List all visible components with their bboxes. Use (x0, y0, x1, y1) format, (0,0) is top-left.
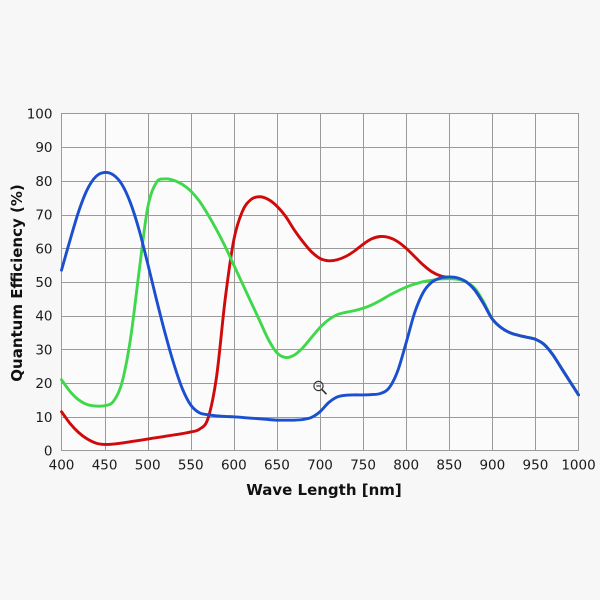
x-axis-tick-labels: 400 450 500 550 600 650 700 750 800 850 900 950 1000 (49, 458, 596, 474)
y-axis-title: Quantum Efficiency (%) (8, 184, 26, 381)
y-tick-label: 100 (27, 107, 53, 123)
y-tick-label: 40 (35, 309, 52, 325)
y-tick-label: 80 (35, 174, 52, 190)
x-tick-label: 450 (92, 458, 118, 474)
y-tick-label: 0 (44, 444, 53, 460)
x-tick-label: 600 (221, 458, 247, 474)
y-tick-label: 10 (35, 410, 52, 426)
y-tick-label: 70 (35, 208, 52, 224)
x-tick-label: 1000 (561, 458, 595, 474)
x-tick-label: 550 (178, 458, 204, 474)
x-tick-label: 950 (523, 458, 549, 474)
y-tick-label: 60 (35, 241, 52, 257)
y-axis-tick-labels: 0 10 20 30 40 50 60 70 80 90 100 (27, 107, 53, 460)
x-tick-label: 700 (307, 458, 333, 474)
x-tick-label: 850 (436, 458, 462, 474)
x-tick-label: 750 (350, 458, 376, 474)
x-axis-title: Wave Length [nm] (246, 481, 402, 499)
series-layer (60, 170, 580, 446)
y-tick-label: 30 (35, 342, 52, 358)
series-line-blue-channel (60, 170, 580, 422)
x-tick-label: 900 (479, 458, 505, 474)
y-tick-label: 90 (35, 140, 52, 156)
y-tick-label: 20 (35, 376, 52, 392)
x-tick-label: 800 (393, 458, 419, 474)
x-tick-label: 500 (135, 458, 161, 474)
y-tick-label: 50 (35, 275, 52, 291)
x-tick-label: 650 (264, 458, 290, 474)
x-tick-label: 400 (49, 458, 75, 474)
